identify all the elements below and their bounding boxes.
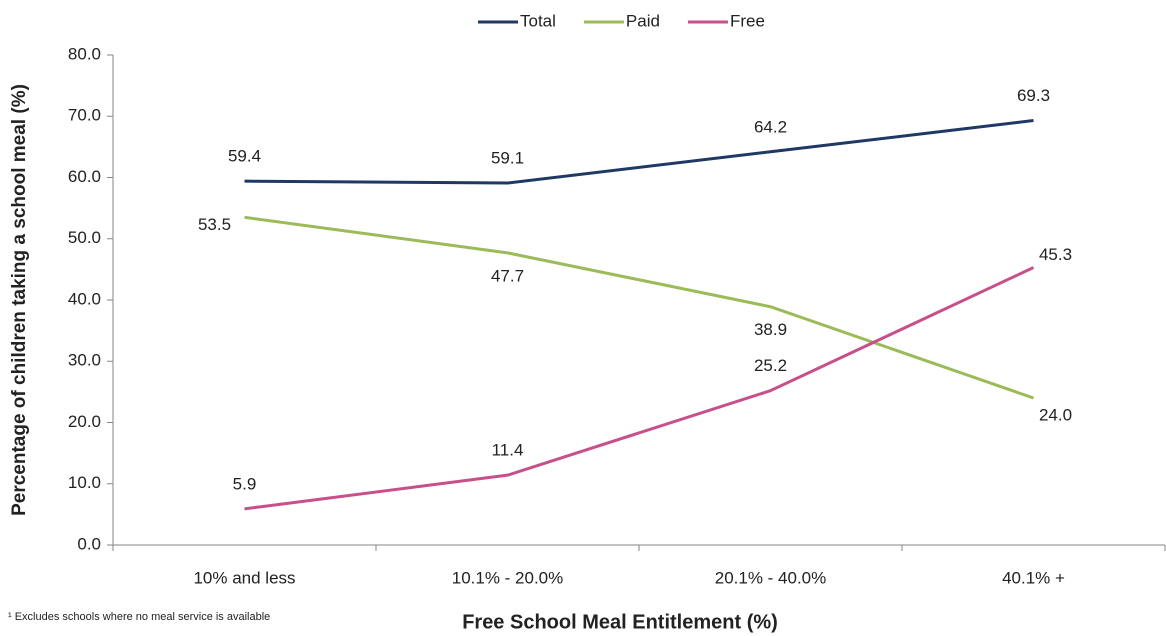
data-label: 45.3 [1039,245,1072,264]
data-label: 59.4 [228,147,261,166]
line [244,266,1035,511]
x-axis-title: Free School Meal Entitlement (%) [462,611,778,633]
footnote: ¹ Excludes schools where no meal service… [8,611,270,623]
legend-label: Free [730,11,765,30]
y-tick-label: 0.0 [77,534,101,553]
data-label: 38.9 [754,320,787,339]
y-tick-label: 70.0 [68,106,101,125]
y-tick-label: 30.0 [68,351,101,370]
data-label: 25.2 [754,356,787,375]
y-tick-label: 60.0 [68,167,101,186]
data-label: 24.0 [1039,405,1072,424]
legend-label: Total [520,11,556,30]
y-tick-label: 10.0 [68,473,101,492]
legend-label: Paid [626,11,660,30]
y-axis-title: Percentage of children taking a school m… [9,84,30,516]
y-tick-label: 20.0 [68,412,101,431]
y-tick-label: 80.0 [68,44,101,63]
data-label: 64.2 [754,117,787,136]
data-label: 53.5 [198,215,231,234]
x-tick-label: 40.1% + [1002,568,1065,587]
data-label: 47.7 [491,266,524,285]
x-tick-label: 20.1% - 40.0% [715,568,827,587]
data-label: 69.3 [1017,86,1050,105]
data-label: 59.1 [491,148,524,167]
data-label: 5.9 [233,474,257,493]
line [244,215,1034,400]
x-tick-label: 10.1% - 20.0% [452,568,564,587]
data-label: 11.4 [492,441,524,460]
y-tick-label: 40.0 [68,289,101,308]
x-tick-label: 10% and less [193,568,295,587]
line [244,119,1034,185]
y-tick-label: 50.0 [68,228,101,247]
